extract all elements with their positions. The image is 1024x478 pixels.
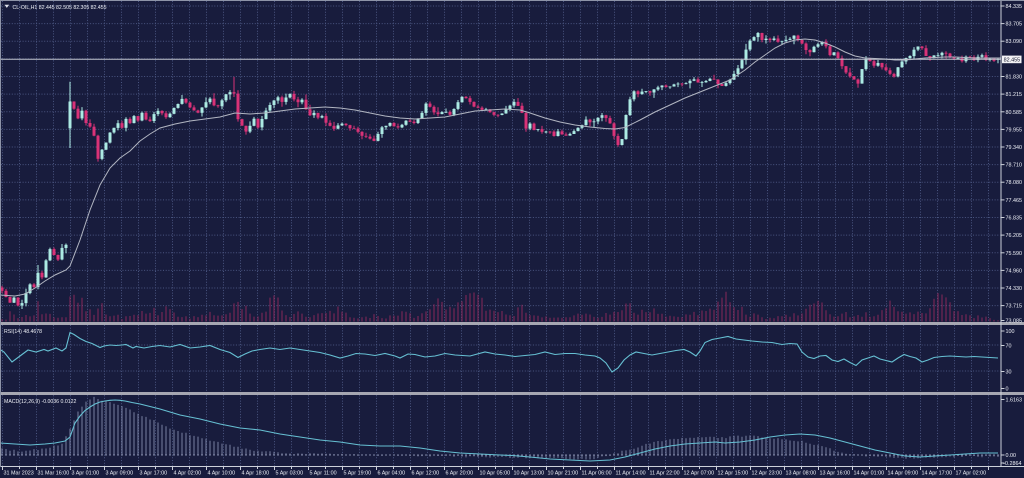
svg-text:74.960: 74.960 — [1006, 268, 1023, 274]
svg-text:84.335: 84.335 — [1006, 4, 1023, 10]
svg-text:12 Apr 07:00: 12 Apr 07:00 — [684, 471, 715, 477]
svg-text:0.00: 0.00 — [1006, 453, 1017, 459]
svg-text:4 Apr 10:00: 4 Apr 10:00 — [208, 471, 236, 477]
svg-text:1.6163: 1.6163 — [1006, 398, 1023, 404]
svg-text:78.080: 78.080 — [1006, 180, 1023, 186]
svg-text:79.340: 79.340 — [1006, 145, 1023, 151]
svg-text:5 Apr 19:00: 5 Apr 19:00 — [344, 471, 372, 477]
svg-text:81.215: 81.215 — [1006, 92, 1023, 98]
svg-text:3 Apr 01:00: 3 Apr 01:00 — [72, 471, 100, 477]
svg-text:100: 100 — [1006, 329, 1015, 335]
svg-text:31 Mar 16:00: 31 Mar 16:00 — [38, 471, 70, 477]
svg-text:13 Apr 08:00: 13 Apr 08:00 — [786, 471, 817, 477]
svg-text:83.705: 83.705 — [1006, 22, 1023, 28]
svg-text:77.465: 77.465 — [1006, 198, 1023, 204]
svg-text:73.085: 73.085 — [1006, 319, 1023, 325]
svg-text:11 Apr 06:00: 11 Apr 06:00 — [582, 471, 612, 477]
svg-text:6 Apr 12:00: 6 Apr 12:00 — [412, 471, 440, 477]
svg-text:11 Apr 22:00: 11 Apr 22:00 — [650, 471, 680, 477]
svg-text:13 Apr 16:00: 13 Apr 16:00 — [820, 471, 851, 477]
svg-text:83.090: 83.090 — [1006, 39, 1023, 45]
svg-text:0: 0 — [1006, 387, 1009, 393]
svg-text:4 Apr 18:00: 4 Apr 18:00 — [242, 471, 270, 477]
svg-text:11 Apr 14:00: 11 Apr 14:00 — [616, 471, 646, 477]
svg-text:10 Apr 05:00: 10 Apr 05:00 — [480, 471, 511, 477]
svg-text:3 Apr 17:00: 3 Apr 17:00 — [140, 471, 168, 477]
svg-text:76.835: 76.835 — [1006, 216, 1023, 222]
svg-text:70: 70 — [1006, 344, 1012, 350]
svg-text:4 Apr 02:00: 4 Apr 02:00 — [174, 471, 202, 477]
svg-text:31 Mar 2023: 31 Mar 2023 — [4, 471, 34, 477]
svg-text:78.710: 78.710 — [1006, 163, 1023, 169]
svg-text:30: 30 — [1006, 370, 1012, 376]
svg-text:6 Apr 04:00: 6 Apr 04:00 — [378, 471, 406, 477]
svg-text:14 Apr 17:00: 14 Apr 17:00 — [922, 471, 953, 477]
svg-text:10 Apr 13:00: 10 Apr 13:00 — [514, 471, 545, 477]
svg-text:10 Apr 21:00: 10 Apr 21:00 — [548, 471, 579, 477]
svg-text:82.455: 82.455 — [1004, 58, 1021, 64]
svg-text:-0.2864: -0.2864 — [1003, 461, 1021, 467]
svg-text:12 Apr 23:00: 12 Apr 23:00 — [752, 471, 783, 477]
svg-text:MACD(12,26,9) -0.0036 0.0122: MACD(12,26,9) -0.0036 0.0122 — [4, 399, 76, 405]
svg-text:14 Apr 01:00: 14 Apr 01:00 — [854, 471, 885, 477]
svg-text:81.830: 81.830 — [1006, 75, 1023, 81]
svg-text:76.205: 76.205 — [1006, 233, 1023, 239]
svg-text:74.330: 74.330 — [1006, 286, 1023, 292]
svg-text:12 Apr 15:00: 12 Apr 15:00 — [718, 471, 749, 477]
svg-text:RSI(14) 48.4678: RSI(14) 48.4678 — [4, 329, 42, 335]
svg-text:75.590: 75.590 — [1006, 251, 1023, 257]
svg-text:80.585: 80.585 — [1006, 110, 1023, 116]
svg-text:14 Apr 09:00: 14 Apr 09:00 — [888, 471, 919, 477]
svg-text:79.955: 79.955 — [1006, 127, 1023, 133]
svg-text:5 Apr 11:00: 5 Apr 11:00 — [310, 471, 337, 477]
svg-text:6 Apr 20:00: 6 Apr 20:00 — [446, 471, 474, 477]
svg-text:17 Apr 02:00: 17 Apr 02:00 — [956, 471, 987, 477]
svg-text:3 Apr 09:00: 3 Apr 09:00 — [106, 471, 134, 477]
svg-text:CL-OIL,H1 82.445 82.505 82.305: CL-OIL,H1 82.445 82.505 82.305 82.455 — [13, 5, 107, 11]
svg-text:73.715: 73.715 — [1006, 304, 1023, 310]
svg-text:5 Apr 03:00: 5 Apr 03:00 — [276, 471, 304, 477]
